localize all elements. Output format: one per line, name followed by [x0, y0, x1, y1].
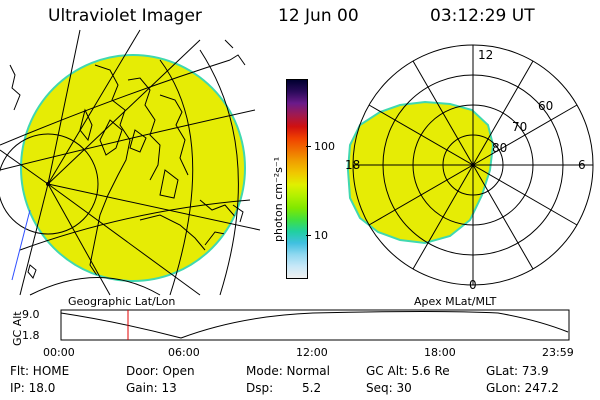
- sequence-number: Seq: 30: [366, 381, 412, 395]
- colorbar-unit-label: photon cm⁻²s⁻¹: [272, 156, 285, 242]
- geo-latitude: GLat: 73.9: [486, 364, 549, 378]
- altitude-tick-high: 9.0: [22, 308, 40, 321]
- outer-coastlines: [9, 39, 246, 279]
- altitude-curve: [60, 311, 569, 339]
- gc-altitude: GC Alt: 5.6 Re: [366, 364, 450, 378]
- colorbar-gradient: [287, 80, 307, 278]
- apex-panel-label: Apex MLat/MLT: [414, 295, 497, 308]
- altitude-timeline: [60, 309, 570, 341]
- altitude-tick-low: 1.8: [22, 329, 40, 342]
- flight-mode: Flt: HOME: [10, 364, 70, 378]
- mlt-label-0: 0: [469, 278, 477, 292]
- time-tick-1200: 12:00: [296, 346, 328, 359]
- gain-value: Gain: 13: [126, 381, 177, 395]
- ip-value: IP: 18.0: [10, 381, 56, 395]
- time-tick-0000: 00:00: [43, 346, 75, 359]
- colorbar-tick-10: [306, 235, 311, 236]
- colorbar-label-10: 10: [314, 229, 328, 242]
- dsp-label: Dsp:: [246, 381, 274, 395]
- polar-grid: [352, 44, 594, 286]
- mlt-label-18: 18: [345, 158, 360, 172]
- geo-auroral-image: [20, 54, 246, 282]
- mlt-label-6: 6: [578, 158, 586, 172]
- observation-date: 12 Jun 00: [278, 6, 359, 26]
- time-tick-2359: 23:59: [542, 346, 574, 359]
- blue-trace: [11, 209, 31, 281]
- polar-plot: 12 18 6 0 60 70 80: [345, 44, 594, 292]
- mlat-label-60: 60: [538, 99, 553, 113]
- colorbar-tick-100: [306, 146, 311, 147]
- geo-pole-marker: [46, 182, 50, 186]
- dsp-value: 5.2: [302, 381, 322, 395]
- observation-time: 03:12:29 UT: [430, 6, 535, 26]
- mlat-label-80: 80: [492, 141, 507, 155]
- mlat-label-70: 70: [512, 120, 527, 134]
- geo-longitude: GLon: 247.2: [486, 381, 559, 395]
- instrument-mode: Mode: Normal: [246, 364, 330, 378]
- time-tick-0600: 06:00: [168, 346, 200, 359]
- time-tick-1800: 18:00: [424, 346, 456, 359]
- instrument-title: Ultraviolet Imager: [48, 6, 202, 26]
- colorbar-label-100: 100: [314, 140, 335, 153]
- geographic-map: [0, 29, 261, 296]
- geo-grid: [0, 29, 261, 296]
- polar-auroral-oval: [346, 100, 495, 245]
- door-status: Door: Open: [126, 364, 195, 378]
- mlt-label-12: 12: [478, 48, 493, 62]
- colorbar: [286, 79, 308, 279]
- geo-panel-label: Geographic Lat/Lon: [68, 295, 176, 308]
